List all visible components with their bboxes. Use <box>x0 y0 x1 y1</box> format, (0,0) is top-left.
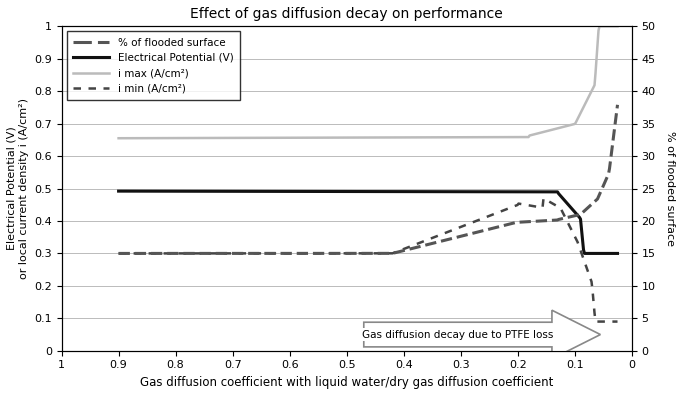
Text: Gas diffusion decay due to PTFE loss: Gas diffusion decay due to PTFE loss <box>362 329 554 339</box>
Y-axis label: % of flooded surface: % of flooded surface <box>665 131 675 246</box>
Y-axis label: Electrical Potential (V)
or local current density i (A/cm²): Electrical Potential (V) or local curren… <box>7 98 29 279</box>
Legend: % of flooded surface, Electrical Potential (V), i max (A/cm²), i min (A/cm²): % of flooded surface, Electrical Potenti… <box>67 32 240 100</box>
X-axis label: Gas diffusion coefficient with liquid water/dry gas diffusion coefficient: Gas diffusion coefficient with liquid wa… <box>140 376 553 389</box>
Title: Effect of gas diffusion decay on performance: Effect of gas diffusion decay on perform… <box>190 7 503 21</box>
Polygon shape <box>364 310 600 359</box>
